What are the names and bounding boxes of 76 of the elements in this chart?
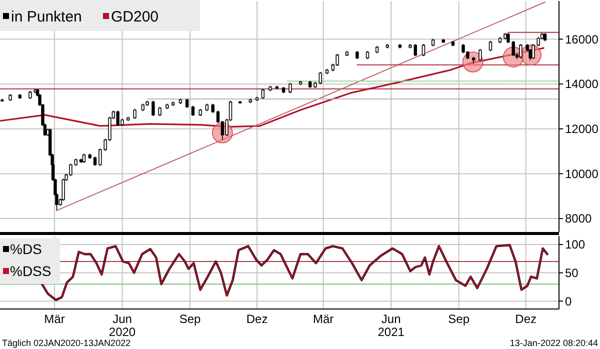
candlestick	[532, 44, 535, 60]
y-tick-label: 12000	[565, 122, 599, 136]
candlestick	[314, 82, 317, 88]
candlestick	[82, 153, 86, 164]
candlestick	[543, 32, 547, 42]
candlestick	[408, 44, 412, 49]
y-tick-label: 8000	[565, 212, 592, 226]
x-tick-label: Sep	[179, 312, 202, 326]
candlestick	[0, 98, 4, 102]
candlestick	[166, 103, 169, 110]
candlestick	[498, 36, 502, 44]
candlestick	[472, 56, 476, 64]
candlestick	[28, 90, 32, 100]
candlestick	[248, 98, 252, 104]
candlestick	[488, 40, 492, 52]
candlestick	[504, 32, 507, 40]
candlestick	[398, 44, 402, 49]
candlestick	[536, 36, 540, 47]
x-tick-label: Jun 2020	[108, 312, 136, 339]
candlestick	[356, 50, 359, 60]
candlestick	[325, 68, 329, 75]
candlestick	[178, 98, 182, 104]
x-tick-label: Mär	[44, 312, 65, 326]
y-tick-label: 0	[565, 294, 572, 308]
candlestick	[185, 98, 189, 108]
y-tick-label: 50	[565, 266, 579, 280]
candlestick	[88, 153, 92, 160]
candlestick	[282, 86, 286, 94]
candlestick	[133, 108, 136, 120]
candlestick	[158, 106, 162, 116]
candlestick	[171, 101, 175, 106]
candlestick	[386, 44, 389, 49]
candlestick	[205, 103, 209, 112]
legend-label: GD200	[111, 8, 159, 26]
candlestick	[288, 82, 292, 94]
candlestick	[198, 108, 202, 116]
x-tick-label: Jun 2021	[378, 312, 405, 339]
candlestick	[211, 103, 214, 114]
candlestick	[18, 94, 22, 100]
candlestick	[431, 38, 435, 47]
candlestick	[8, 94, 12, 102]
candlestick	[275, 85, 279, 90]
candlestick	[519, 44, 522, 59]
candlestick	[318, 71, 322, 85]
candlestick	[261, 88, 265, 100]
y-tick-label: 16000	[565, 32, 599, 46]
candlestick	[414, 44, 417, 57]
x-tick-label: Dez	[515, 312, 537, 326]
candlestick	[478, 48, 482, 62]
candlestick	[366, 50, 370, 60]
candlestick	[191, 105, 195, 116]
candlestick	[375, 46, 379, 54]
candlestick	[74, 158, 78, 166]
y-tick-label: 14000	[565, 77, 599, 92]
y-tick-label: 10000	[565, 166, 599, 181]
legend-label: in Punkten	[11, 8, 82, 26]
candlestick	[451, 40, 455, 47]
candlestick	[126, 116, 130, 122]
candlestick	[298, 80, 302, 86]
legend-label: %DS	[10, 240, 42, 257]
candlestick	[345, 50, 348, 57]
candlestick	[422, 44, 426, 57]
candlestick	[308, 80, 312, 88]
text: Täglich 02JAN2020-13JAN2022	[2, 338, 131, 348]
x-tick-label: Sep	[448, 312, 470, 326]
y-tick-label: 100	[565, 238, 586, 252]
candlestick	[152, 100, 155, 116]
x-tick-label: Dez	[246, 312, 268, 326]
text: 13-Jan-2022 08:20:44	[510, 338, 598, 348]
candlestick	[268, 85, 272, 92]
legend-label: %DSS	[10, 262, 52, 279]
candlestick	[238, 100, 242, 104]
candlestick	[93, 156, 97, 166]
candlestick	[255, 96, 259, 102]
candlestick	[442, 38, 445, 44]
x-tick-label: Mär	[312, 312, 334, 326]
